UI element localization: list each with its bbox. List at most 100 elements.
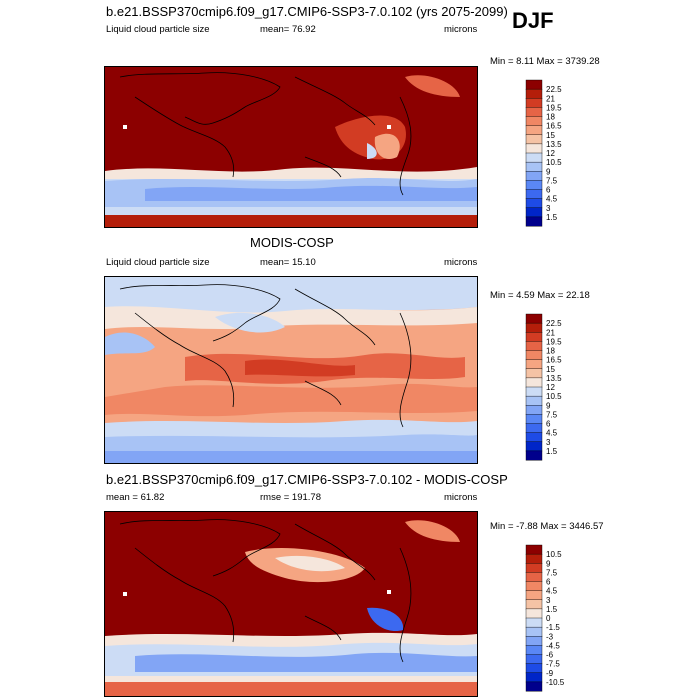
colorbar-swatch [525,590,543,601]
colorbar-swatch [525,107,543,118]
colorbar-swatch [525,581,543,592]
colorbar-tick-label: -6 [546,651,554,660]
panel1-minmax-label: Min = 8.11 Max = 3739.28 [490,56,600,67]
colorbar-tick-label: -10.5 [546,678,565,687]
panel3-colorbar: 10.5 9 7.5 6 4.5 3 1.5 0 -1.5 -3 -4.5 -6 -7.5 -9 -10.5 [525,544,586,692]
colorbar-tick-label: -9 [546,669,554,678]
colorbar-swatch [525,189,543,200]
colorbar-tick-label: 6 [546,186,551,195]
colorbar-swatch [525,79,543,90]
colorbar-swatch [525,341,543,352]
panel3-rmse-label: rmse = 191.78 [260,492,321,503]
colorbar-tick-label: 3 [546,596,551,605]
colorbar-tick-label: 21 [546,328,555,337]
colorbar-swatch [525,645,543,656]
colorbar-swatch [525,663,543,674]
panel3-mean-label: mean = 61.82 [106,492,165,503]
colorbar-tick-label: 10.5 [546,550,562,559]
panel3-units-label: microns [444,492,478,503]
colorbar-swatch [525,180,543,191]
colorbar-tick-label: 22.5 [546,319,562,328]
colorbar-tick-label: 1.5 [546,213,558,222]
panel1-title: b.e21.BSSP370cmip6.f09_g17.CMIP6-SSP3-7.… [106,4,508,19]
colorbar-tick-label: 6 [546,578,551,587]
colorbar-tick-label: 4.5 [546,195,558,204]
colorbar-swatch [525,608,543,619]
colorbar-swatch [525,207,543,218]
colorbar-swatch [525,386,543,397]
colorbar-swatch [525,161,543,172]
colorbar-swatch [525,152,543,163]
colorbar-swatch [525,450,543,461]
colorbar-swatch [525,322,543,333]
colorbar-tick-label: 19.5 [546,337,562,346]
colorbar-tick-label: 4.5 [546,587,558,596]
colorbar-tick-label: 13.5 [546,140,562,149]
colorbar-swatch [525,553,543,564]
colorbar-swatch [525,414,543,425]
colorbar-swatch [525,405,543,415]
colorbar-swatch [525,332,543,342]
colorbar-tick-label: 15 [546,131,555,140]
colorbar-tick-label: 18 [546,347,555,356]
colorbar-tick-label: 21 [546,94,555,103]
colorbar-tick-label: -3 [546,632,554,641]
colorbar-swatch [525,636,543,646]
colorbar-swatch [525,544,543,555]
colorbar-tick-label: 12 [546,383,555,392]
panel2-colorbar: 22.5 21 19.5 18 16.5 15 13.5 12 10.5 9 7.5 6 4.5 3 1.5 [525,313,586,461]
colorbar-swatch [525,198,543,209]
colorbar-tick-label: 16.5 [546,356,562,365]
colorbar-swatch [525,368,543,379]
colorbar-tick-label: 0 [546,614,551,623]
colorbar-tick-label: -1.5 [546,623,560,632]
colorbar-swatch [525,617,543,628]
colorbar-swatch [525,134,543,145]
colorbar-swatch [525,359,543,370]
panel2-map [104,276,478,464]
colorbar-swatch [525,313,543,324]
panel2-minmax-label: Min = 4.59 Max = 22.18 [490,290,590,301]
colorbar-swatch [525,143,543,154]
colorbar-tick-label: 19.5 [546,103,562,112]
colorbar-tick-label: 6 [546,420,551,429]
colorbar-tick-label: 16.5 [546,122,562,131]
colorbar-tick-label: 3 [546,204,551,213]
colorbar-tick-label: 18 [546,113,555,122]
panel1-variable-label: Liquid cloud particle size [106,24,210,35]
panel1-mean-label: mean= 76.92 [260,24,316,35]
colorbar-tick-label: 9 [546,167,551,176]
colorbar-swatch [525,441,543,452]
colorbar-swatch [525,125,543,136]
colorbar-swatch [525,88,543,99]
colorbar-tick-label: 10.5 [546,158,562,167]
colorbar-swatch [525,654,543,665]
panel1-units-label: microns [444,24,478,35]
colorbar-swatch [525,572,543,583]
colorbar-tick-label: 15 [546,365,555,374]
colorbar-tick-label: 7.5 [546,410,558,419]
colorbar-tick-label: 3 [546,438,551,447]
colorbar-swatch [525,350,543,361]
colorbar-swatch [525,171,543,181]
colorbar-tick-label: -7.5 [546,660,560,669]
panel2-variable-label: Liquid cloud particle size [106,257,210,268]
colorbar-tick-label: -4.5 [546,641,560,650]
colorbar-swatch [525,672,543,683]
panel3-map [104,511,478,697]
colorbar-tick-label: 1.5 [546,447,558,456]
panel1-colorbar: 22.5 21 19.5 18 16.5 15 13.5 12 10.5 9 7.5 6 4.5 3 1.5 [525,79,586,227]
colorbar-tick-label: 13.5 [546,374,562,383]
colorbar-tick-label: 22.5 [546,85,562,94]
colorbar-tick-label: 12 [546,149,555,158]
colorbar-swatch [525,216,543,227]
colorbar-swatch [525,599,543,610]
colorbar-tick-label: 1.5 [546,605,558,614]
panel3-minmax-label: Min = -7.88 Max = 3446.57 [490,521,604,532]
panel3-title: b.e21.BSSP370cmip6.f09_g17.CMIP6-SSP3-7.… [106,472,508,487]
colorbar-swatch [525,98,543,108]
colorbar-swatch [525,377,543,388]
colorbar-tick-label: 9 [546,401,551,410]
colorbar-swatch [525,626,543,637]
panel2-mean-label: mean= 15.10 [260,257,316,268]
